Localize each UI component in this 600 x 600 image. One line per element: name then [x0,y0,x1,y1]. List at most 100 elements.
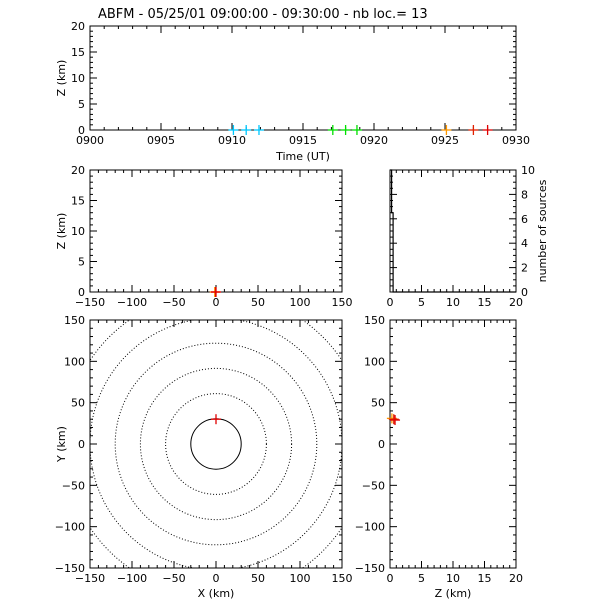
y-tick-label: 5 [78,256,85,269]
x-tick-label: 50 [251,296,265,309]
range-ring [190,418,242,470]
x-tick-label: 20 [509,572,523,585]
y-tick-label: −150 [355,562,385,575]
x-tick-label: 0900 [76,134,104,147]
y-tick-label: 10 [521,164,535,177]
y-tick-label: 2 [521,262,528,275]
x-axis-label: Z (km) [435,587,472,600]
x-tick-label: −50 [162,572,185,585]
x-tick-label: 0930 [502,134,530,147]
source-marker [253,125,264,135]
x-tick-label: 15 [478,296,492,309]
source-marker [327,125,338,135]
x-tick-label: 10 [446,296,460,309]
y-tick-label: 5 [78,98,85,111]
y-tick-label: 15 [71,46,85,59]
y-tick-label: 150 [64,314,85,327]
x-tick-label: 100 [290,296,311,309]
x-tick-label: 15 [478,572,492,585]
range-ring [139,367,293,521]
x-tick-label: 0 [213,572,220,585]
panel-plan_view: −150 −100 −50 0 50 100 150 −150 −100 −50 0 50 100 150… [55,314,353,600]
range-ring [90,320,342,568]
y-tick-label: −100 [355,521,385,534]
plot-frame [89,319,343,569]
y-tick-label: 6 [521,213,528,226]
source-marker [468,125,479,135]
source-marker [211,414,221,425]
range-rings [90,320,342,568]
plot-frame [89,25,517,131]
y-axis-label: Z (km) [55,60,68,97]
y-tick-label: 0 [78,438,85,451]
x-tick-label: −150 [75,296,105,309]
y-tick-label: 50 [71,397,85,410]
x-tick-label: 0905 [147,134,175,147]
y-tick-label: 15 [71,195,85,208]
source-marker [211,287,221,297]
x-tick-label: 100 [290,572,311,585]
plot-frame [389,169,517,293]
source-marker [390,415,401,426]
panels: 0900 0905 0910 0915 0920 0925 093005101520Time… [55,20,549,600]
plot-frame [89,169,343,293]
x-tick-label: 0 [213,296,220,309]
x-tick-label: 0920 [360,134,388,147]
y-tick-label: 8 [521,188,528,201]
x-tick-label: 5 [418,296,425,309]
y-tick-label: 0 [521,286,528,299]
y-tick-label: 100 [364,355,385,368]
source-marker [388,414,399,425]
panel-x_height: −150 −100 −50 0 50 100 150 0 5 10 15 20 Z (km) [55,164,353,309]
y-tick-label: 0 [378,438,385,451]
x-tick-label: 5 [418,572,425,585]
range-ring [114,342,318,546]
source-marker [441,125,452,135]
x-tick-label: 0 [387,572,394,585]
x-tick-label: −50 [162,296,185,309]
y-tick-label: 20 [71,20,85,33]
x-axis-label: X (km) [198,587,235,600]
range-ring [165,393,267,495]
y-axis-label: number of sources [536,179,549,282]
histogram-line [390,169,516,293]
range-ring [90,320,342,568]
x-tick-label: 10 [446,572,460,585]
x-tick-label: 150 [332,296,353,309]
x-tick-label: −100 [117,572,147,585]
panel-height_y: 0 5 10 15 20 −150 −100 −50 0 50 100 150 Z (km) [355,314,523,600]
plot-frame [389,319,517,569]
y-tick-label: −100 [55,521,85,534]
x-tick-label: 20 [509,296,523,309]
x-tick-label: 0915 [289,134,317,147]
y-tick-label: −50 [62,479,85,492]
y-tick-label: 10 [71,225,85,238]
source-marker [482,125,493,135]
y-axis-label: Z (km) [55,213,68,250]
y-tick-label: 0 [78,286,85,299]
source-marker [340,125,351,135]
y-tick-label: 100 [64,355,85,368]
panel-time_height: 0900 0905 0910 0915 0920 0925 0930 0 5 10 15 20 Time… [55,20,530,163]
y-tick-label: 20 [71,164,85,177]
source-marker [351,125,362,135]
x-tick-label: 0925 [431,134,459,147]
x-axis-label: Time (UT) [275,150,330,163]
x-tick-label: 150 [332,572,353,585]
y-tick-label: 4 [521,237,528,250]
x-tick-label: 0910 [218,134,246,147]
y-axis-label: Y (km) [55,426,68,463]
y-tick-label: 0 [78,124,85,137]
x-tick-label: 0 [387,296,394,309]
source-marker [241,125,252,135]
x-tick-label: −100 [117,296,147,309]
x-tick-label: −150 [75,572,105,585]
chart-title: ABFM - 05/25/01 09:00:00 - 09:30:00 - nb… [98,7,428,22]
source-marker [228,125,239,135]
y-tick-label: 50 [371,397,385,410]
y-tick-label: −150 [55,562,85,575]
x-tick-label: 50 [251,572,265,585]
y-tick-label: 150 [364,314,385,327]
